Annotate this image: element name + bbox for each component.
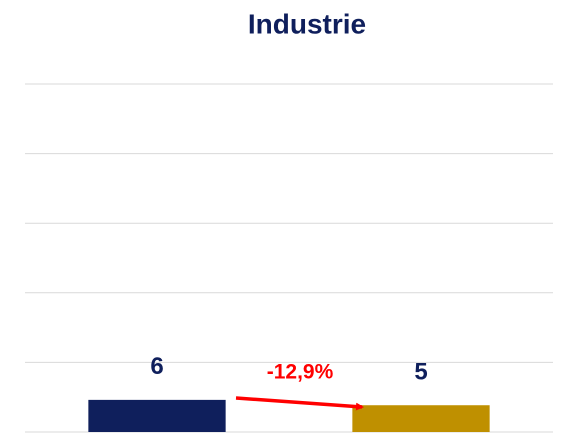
chart-title: Industrie [248, 8, 366, 39]
data-label: 5 [414, 359, 427, 386]
bar [352, 405, 490, 432]
change-annotation: -12,9% [267, 361, 334, 384]
change-arrow [235, 396, 364, 411]
data-label: 6 [150, 353, 163, 380]
bar [88, 399, 226, 432]
